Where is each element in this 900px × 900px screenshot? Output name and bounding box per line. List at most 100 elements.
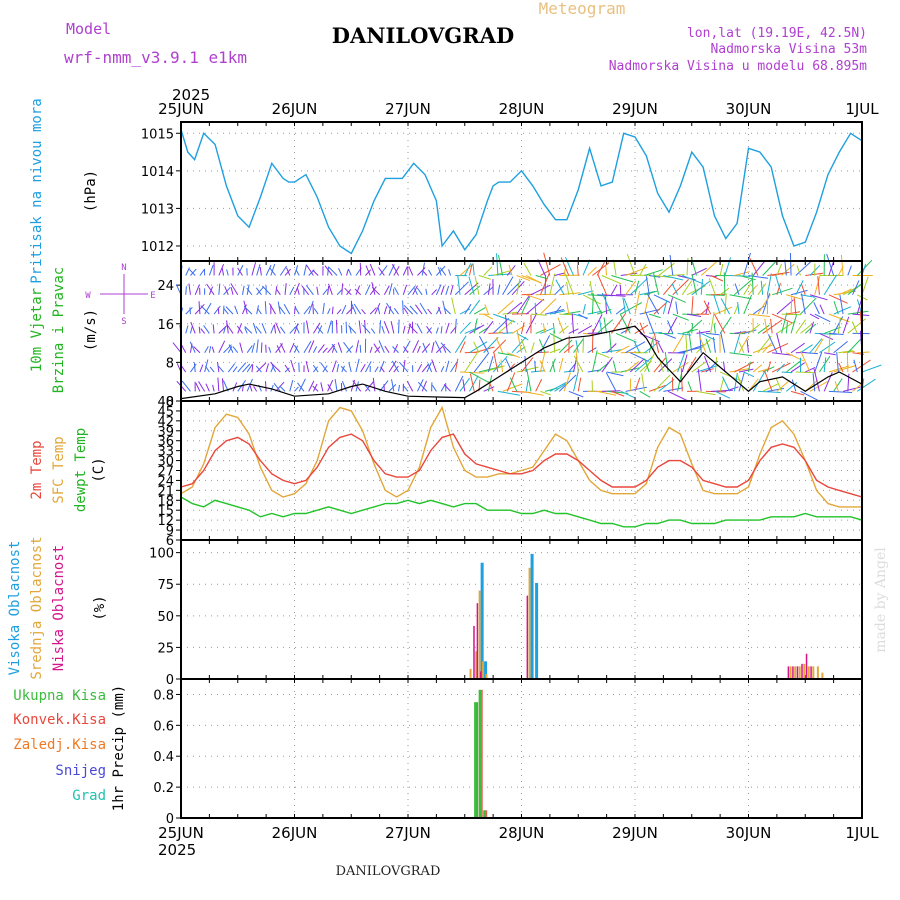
temp-ytick-label: 9 (166, 524, 174, 539)
cloud-bar-mid (528, 567, 531, 679)
wind-arrow (521, 390, 544, 396)
wind-arrow (337, 342, 343, 353)
wind-arrow (487, 355, 494, 373)
wind-arrow (218, 340, 226, 353)
wind-arrow (283, 303, 291, 315)
wind-arrow (686, 356, 697, 373)
wind-arrow (648, 337, 654, 353)
wind-arrow (526, 368, 532, 392)
wind-arrow (388, 283, 393, 295)
wind-arrow (601, 275, 622, 285)
wind-arrow (497, 300, 514, 315)
cloud-bar-mid (794, 666, 797, 679)
pressure-line (180, 129, 863, 255)
wind-arrow (209, 366, 215, 373)
wind-arrow (374, 302, 381, 315)
wind-arrow (265, 381, 267, 392)
wind-arrow (346, 345, 354, 354)
wind-arrow (459, 321, 472, 334)
wind-arrow (212, 384, 215, 392)
wind-arrow (625, 280, 637, 296)
wind-arrow (336, 289, 343, 296)
wind-arrow (828, 365, 850, 373)
wind-arrow (185, 286, 187, 295)
wind-arrow (776, 299, 794, 315)
wind-arrow (823, 357, 827, 373)
wind-arrow (534, 360, 537, 373)
wind-arrow (454, 358, 459, 373)
wind-arrow (301, 285, 310, 296)
wind-arrow (224, 286, 229, 295)
wind-arrow (734, 283, 740, 295)
wind-arrow (502, 332, 514, 334)
wind-arrow (700, 260, 718, 276)
pressure-label: Pritisak na nivou mora (29, 98, 45, 283)
model-name: wrf-nmm_v3.9.1 e1km (64, 48, 247, 67)
wind-arrow (406, 380, 414, 392)
wind-arrow (842, 316, 850, 334)
cloud-bar-low (526, 595, 529, 679)
wind-arrow (391, 379, 395, 392)
wind-arrow (839, 294, 844, 315)
wind-arrow (226, 269, 229, 276)
wind-arrow (181, 380, 191, 392)
wind-arrow (251, 342, 255, 353)
model-label: Model (66, 20, 111, 38)
temp-ytick-label: 42 (157, 415, 174, 430)
wind-arrow (715, 306, 733, 315)
wind-arrow (554, 383, 566, 392)
cloud-ytick-label: 75 (157, 578, 174, 593)
wind-arrow (554, 272, 566, 276)
wind-arrow (275, 322, 281, 334)
wind-arrow (524, 355, 527, 373)
wind-arrow (417, 363, 423, 373)
bottom-date-label: 27JUN (385, 824, 431, 842)
wind-arrow (511, 336, 527, 354)
cloud-ytick-label: 100 (149, 547, 174, 562)
wind-arrow (297, 288, 300, 295)
wind-arrow (454, 335, 467, 353)
wind-arrow (464, 303, 472, 315)
wind-arrow (426, 326, 433, 334)
wind-label-2: Brzina i Pravac (51, 267, 67, 393)
wind-arrow (346, 306, 354, 315)
precip-legend-freezing: Zaledj.Kisa (13, 737, 106, 753)
wind-arrow (294, 386, 299, 392)
wind-arrow (751, 272, 754, 295)
wind-arrow (577, 265, 579, 276)
wind-arrow (331, 360, 337, 373)
wind-arrow (188, 268, 196, 276)
wind-arrow (813, 302, 820, 315)
wind-arrow (589, 280, 593, 295)
wind-arrow (833, 301, 839, 315)
wind-arrow (390, 320, 395, 334)
top-date-label: 29JUN (612, 100, 658, 118)
wind-arrow (469, 371, 491, 384)
wind-arrow (459, 263, 474, 276)
wind-arrow (622, 297, 627, 315)
wind-arrow (402, 266, 408, 276)
wind-arrow (483, 320, 494, 334)
wind-arrow (474, 276, 480, 295)
wind-arrow (278, 305, 286, 315)
wind-arrow (200, 328, 206, 334)
wind-arrow (428, 269, 433, 276)
wind-arrow (270, 325, 275, 334)
wind-arrow (244, 327, 248, 334)
wind-arrow (232, 366, 238, 373)
wind-arrow (847, 337, 863, 354)
wind-arrow (336, 364, 340, 373)
wind-arrow (242, 363, 251, 373)
wind-arrow (308, 340, 315, 353)
precip-bar-conv (477, 702, 479, 818)
wind-arrow (228, 344, 234, 353)
bottom-date-label: 28JUN (499, 824, 545, 842)
wind-arrow (713, 313, 726, 334)
wind-arrow (762, 342, 772, 354)
wind-arrow (331, 343, 338, 353)
wind-arrow (790, 289, 808, 296)
wind-arrow (374, 366, 379, 373)
wind-arrow (440, 384, 446, 392)
wind-arrow (313, 308, 319, 315)
